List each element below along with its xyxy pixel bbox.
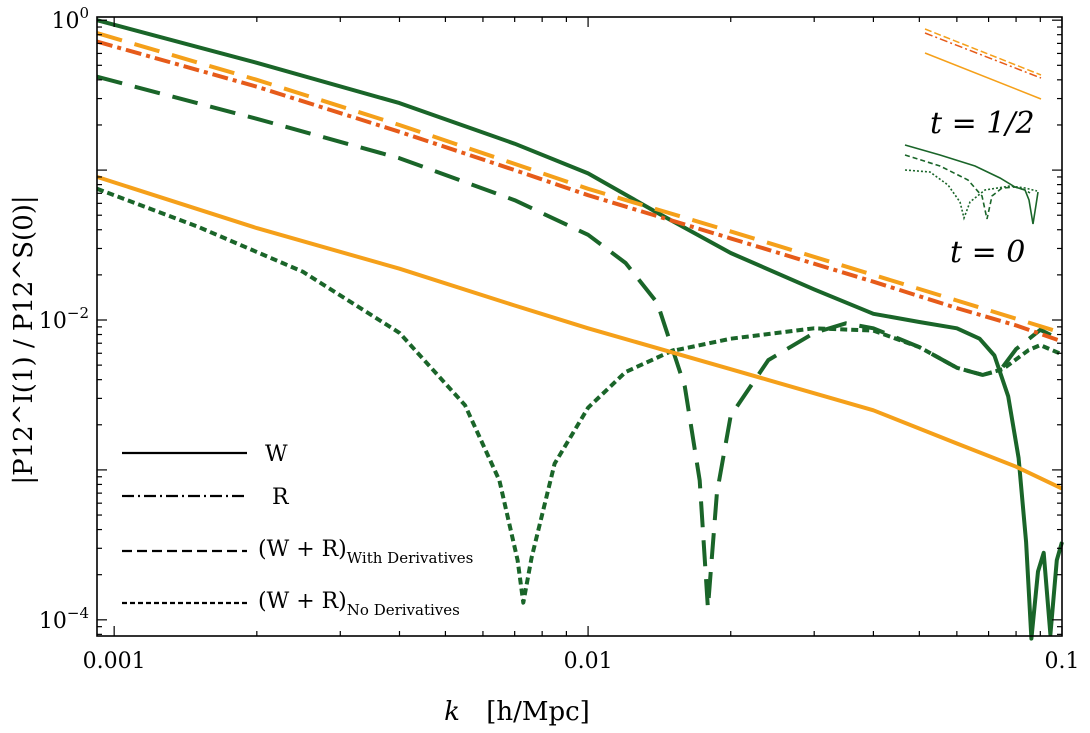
inset-orange-solid [924, 52, 1042, 100]
y-tick-label-0: 100 [51, 4, 89, 34]
inset-green-longdash [904, 154, 1031, 220]
series-line-3 [96, 174, 1063, 491]
inset-green-dotted [904, 169, 1038, 221]
series-line-5 [96, 39, 1063, 344]
x-tick-label-1: 0.01 [564, 649, 613, 674]
series-line-4 [96, 31, 1063, 335]
x-axis-label: k [h/Mpc] [444, 697, 590, 727]
series-layer [96, 18, 1064, 641]
inset-label-t-half: t = 1/2 [930, 106, 1035, 141]
inset-label-t-zero: t = 0 [950, 235, 1025, 270]
inset-red-dashdot [924, 32, 1042, 79]
legend-label-w: W [265, 442, 288, 467]
x-tick-label-2: 0.1 [1045, 649, 1080, 674]
legend-label-with-derivatives: (W + R)With Derivatives [258, 537, 473, 567]
y-tick-label-2: 10−4 [39, 604, 89, 634]
inset-orange-longdash [924, 28, 1042, 76]
tick-layer: 0.001 0.01 0.1 100 10−2 10−4 [39, 4, 1080, 674]
legend-label-no-derivatives: (W + R)No Derivatives [258, 589, 460, 619]
legend: W R (W + R)With Derivatives (W + R)No De… [122, 442, 473, 619]
series-line-2 [96, 186, 1063, 605]
inset-green-solid [904, 144, 1039, 225]
legend-label-r: R [272, 485, 290, 510]
inset-key: t = 1/2 t = 0 [904, 28, 1042, 270]
y-tick-label-1: 10−2 [39, 304, 89, 334]
series-line-0 [96, 18, 1064, 641]
x-tick-label-0: 0.001 [83, 649, 146, 674]
y-axis-label: |P12^I(1) / P12^S(0)| [9, 195, 39, 484]
